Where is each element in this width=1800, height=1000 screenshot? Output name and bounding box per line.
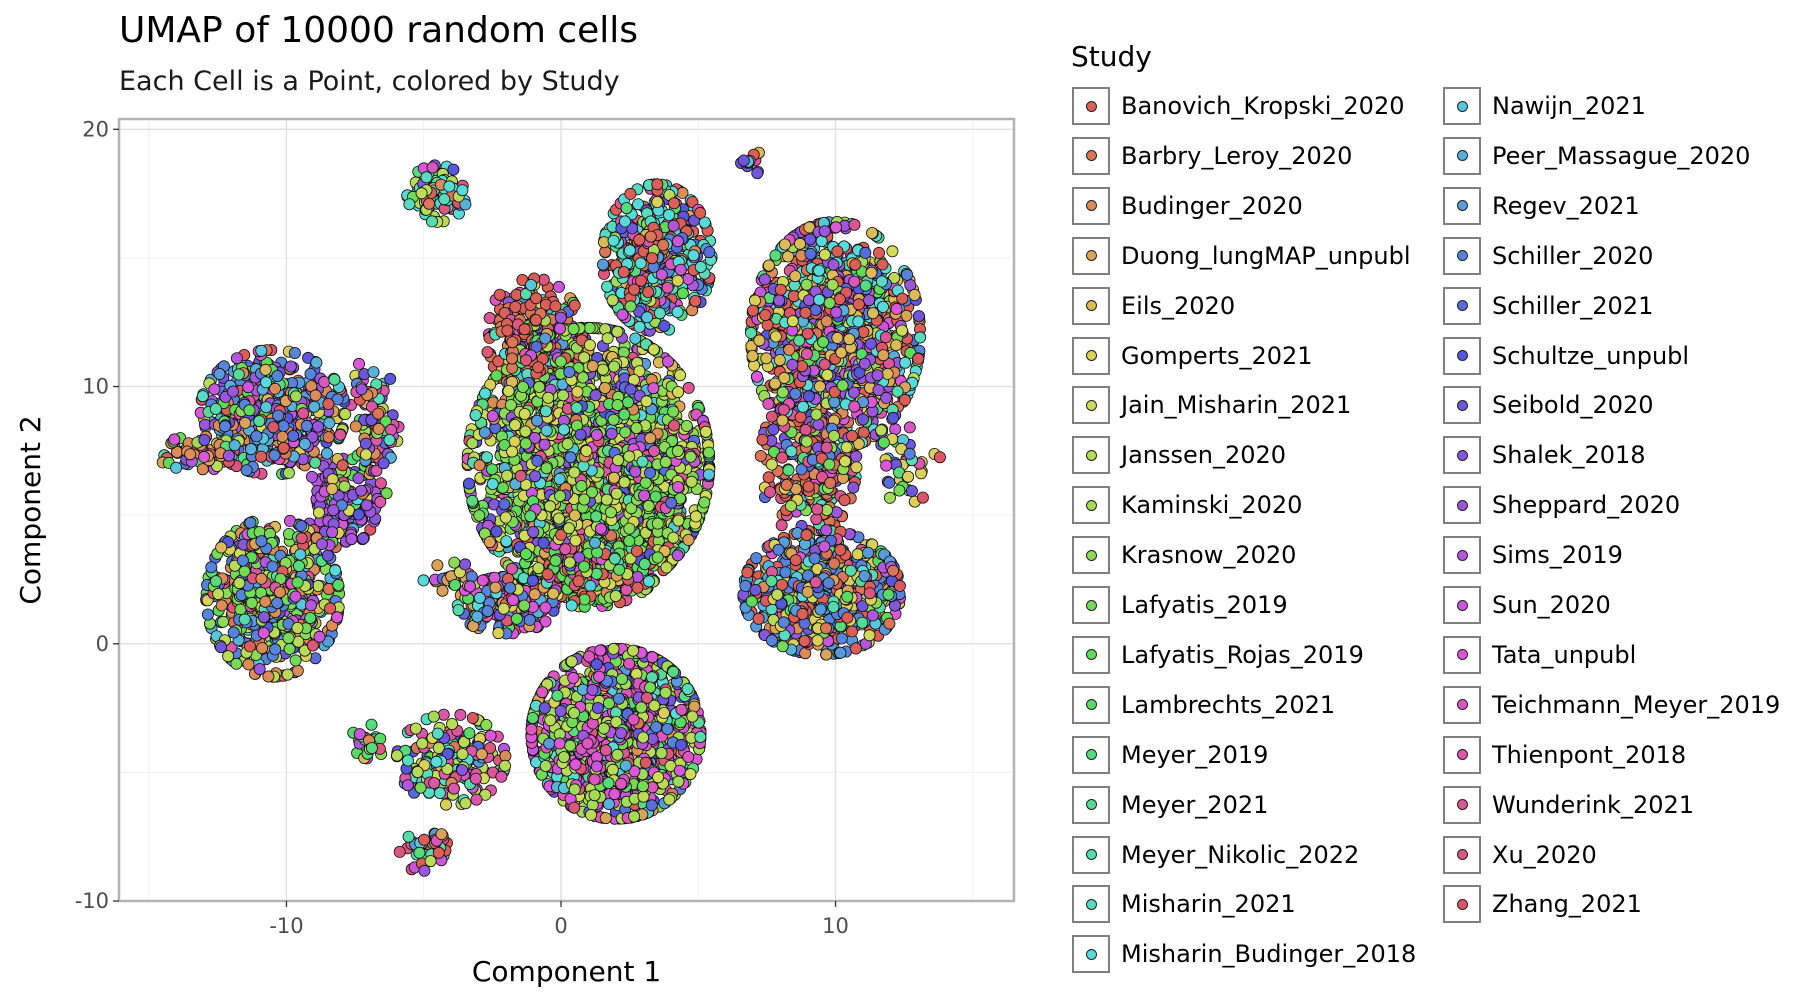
data-point <box>436 584 449 597</box>
data-point <box>916 491 929 504</box>
data-point <box>886 245 899 258</box>
data-point <box>365 718 378 731</box>
data-point <box>439 798 452 811</box>
data-point <box>417 574 430 587</box>
data-point <box>903 421 916 434</box>
chart-title: UMAP of 10000 random cells <box>119 10 639 51</box>
points <box>156 146 946 877</box>
data-point <box>448 556 461 569</box>
data-point <box>431 559 444 572</box>
data-point <box>682 381 695 394</box>
data-point <box>483 311 496 324</box>
data-point <box>284 360 297 373</box>
data-point <box>352 357 365 370</box>
chart-subtitle: Each Cell is a Point, colored by Study <box>119 66 620 97</box>
data-point <box>883 491 896 504</box>
data-point <box>454 708 467 721</box>
